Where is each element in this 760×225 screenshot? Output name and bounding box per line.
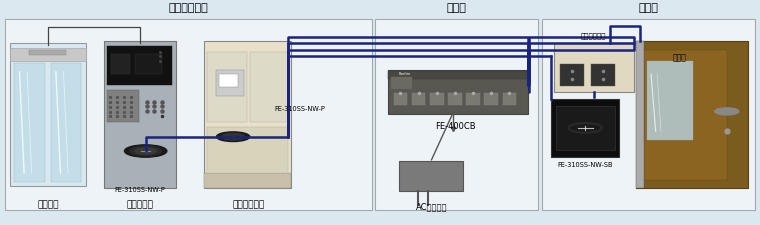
Bar [648,61,692,140]
Bar [107,90,139,122]
Text: 電気錠: 電気錠 [672,53,686,62]
Bar [103,41,176,188]
Text: ACアダプタ: ACアダプタ [416,202,447,211]
Bar [430,93,444,105]
Bar [216,70,245,96]
Text: 宅配ロッカー: 宅配ロッカー [232,200,264,209]
Text: FE-400CB: FE-400CB [435,122,476,131]
Bar [448,93,462,105]
Circle shape [222,133,245,140]
Text: FE-310SS-NW-SB: FE-310SS-NW-SB [557,162,613,168]
Bar [636,41,748,188]
Bar [412,93,426,105]
Text: FE-310SS-NW-P: FE-310SS-NW-P [274,106,325,112]
Bar [204,173,291,188]
Bar [556,106,615,150]
Bar [554,43,634,92]
Text: Panfire: Panfire [399,72,411,76]
Bar [399,161,464,191]
Bar [388,70,527,114]
Circle shape [135,148,157,154]
Bar [11,43,86,186]
Text: FE-310SS-NW-P: FE-310SS-NW-P [115,187,166,193]
Bar [375,19,538,210]
Circle shape [130,146,162,156]
Bar [5,19,372,210]
Text: 自動ドア: 自動ドア [37,200,59,209]
Circle shape [125,145,167,157]
Bar [502,93,516,105]
Circle shape [217,132,250,142]
Bar [111,54,130,74]
Text: 管理室: 管理室 [447,4,467,13]
Bar [30,50,66,55]
Bar [591,64,615,86]
Text: 電気錠制御盤: 電気錠制御盤 [581,32,606,39]
Bar [207,127,287,173]
Bar [560,64,584,86]
Bar [551,99,619,157]
Bar [388,71,527,79]
Bar [135,54,162,74]
Bar [11,48,86,61]
Bar [250,52,287,122]
Text: 通用口: 通用口 [638,4,658,13]
Bar [107,47,172,85]
Bar [644,50,727,180]
Bar [14,63,45,182]
Bar [636,41,644,188]
Bar [467,93,480,105]
Circle shape [714,108,739,115]
Bar [207,52,247,122]
Bar [484,93,498,105]
Bar [51,63,81,182]
Bar [391,77,412,89]
Bar [220,74,239,87]
Bar [394,93,407,105]
Text: 集合玄関機: 集合玄関機 [126,200,154,209]
Bar [204,41,291,188]
Text: エントランス: エントランス [169,4,209,13]
Bar [542,19,755,210]
